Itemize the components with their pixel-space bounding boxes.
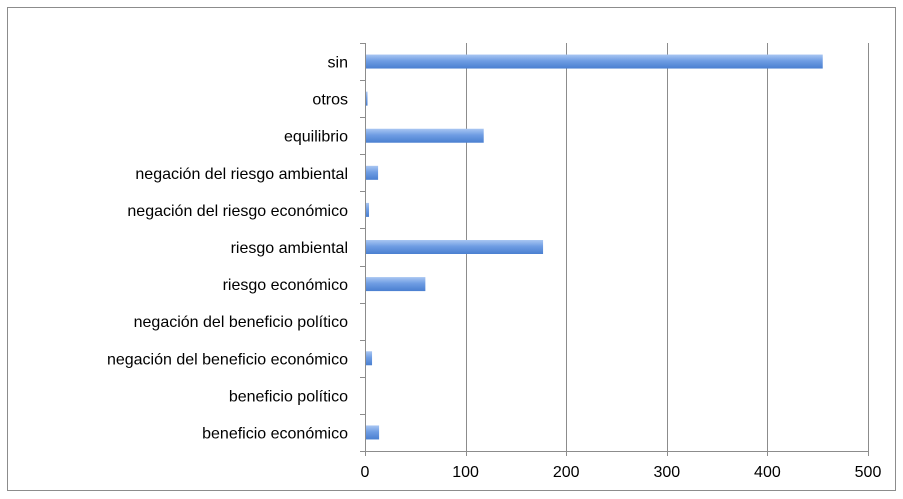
category-label: beneficio político	[229, 388, 348, 405]
grid-lines	[466, 43, 869, 451]
bar-3	[366, 165, 379, 180]
bar-1	[366, 91, 368, 106]
x-tick-label: 100	[452, 464, 479, 481]
category-label: otros	[312, 92, 348, 109]
bar-2	[366, 128, 484, 143]
x-tick-label: 200	[553, 464, 580, 481]
bars	[366, 54, 823, 440]
bar-6	[366, 277, 426, 292]
x-tick-label: 400	[754, 464, 781, 481]
axes	[360, 43, 869, 456]
bar-4	[366, 202, 370, 217]
bar-10	[366, 425, 380, 440]
x-tick-label: 500	[855, 464, 882, 481]
bar-0	[366, 54, 823, 69]
bar-8	[366, 351, 373, 366]
category-label: riesgo ambiental	[231, 240, 348, 257]
category-label: beneficio económico	[202, 425, 348, 442]
bar-5	[366, 240, 544, 254]
x-tick-label: 300	[653, 464, 680, 481]
x-tick-label: 0	[361, 464, 370, 481]
category-label: equilibrio	[284, 129, 348, 146]
category-label: riesgo económico	[223, 277, 349, 294]
category-label: negación del riesgo ambiental	[135, 166, 348, 183]
labels: 0 100 200 300 400 500 sin otros equilibrio negaci…	[107, 55, 882, 481]
category-label: negación del beneficio político	[134, 314, 348, 331]
category-label: sin	[328, 55, 348, 72]
category-label: negación del riesgo económico	[127, 203, 348, 220]
category-label: negación del beneficio económico	[107, 351, 348, 368]
